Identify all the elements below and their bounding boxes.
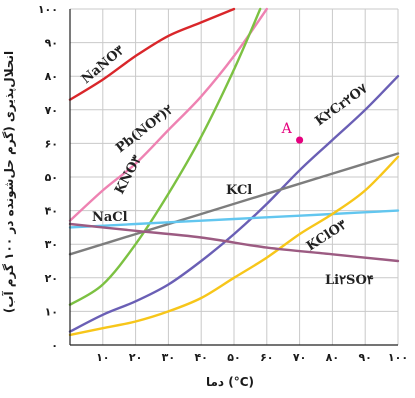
series-label-7: Li۲SO۴ <box>325 273 374 288</box>
x-tick-label: ۷۰ <box>293 351 306 364</box>
y-tick-label: ۳۰ <box>45 238 58 251</box>
x-tick-label: ۲۰ <box>129 351 142 364</box>
annotation-label: A <box>281 121 293 137</box>
y-tick-label: ۱۰۰ <box>38 3 58 16</box>
y-tick-label: ۶۰ <box>45 137 58 150</box>
y-tick-label: ۴۰ <box>45 205 58 218</box>
series-line-7 <box>68 222 400 263</box>
series-line-1 <box>68 7 268 222</box>
y-tick-label: ۸۰ <box>45 70 58 83</box>
series-line-4 <box>68 152 400 256</box>
y-tick-label: ۵۰ <box>45 171 58 184</box>
chart-axes <box>69 9 398 346</box>
x-tick-label: ۵۰ <box>227 351 240 364</box>
x-tick-label: ۳۰ <box>162 351 175 364</box>
x-tick-label: ۱۰ <box>96 351 109 364</box>
y-tick-label: ۲۰ <box>45 272 58 285</box>
x-axis-title: دما (°C) <box>206 375 254 389</box>
y-tick-label: ۰ <box>51 339 58 352</box>
series-label-6: KClO۳ <box>304 218 350 255</box>
series-line-5 <box>68 209 400 229</box>
series-line-0 <box>68 7 236 101</box>
chart-grid <box>70 8 399 345</box>
series-label-3: K۲Cr۲O۷ <box>313 81 372 129</box>
series-line-6 <box>68 155 400 337</box>
series-line-3 <box>68 75 400 333</box>
y-tick-label: ۱۰ <box>45 305 58 318</box>
series-label-4: KCl <box>226 183 252 198</box>
chart-curves <box>68 7 400 337</box>
x-tick-label: ۸۰ <box>326 351 339 364</box>
chart-annotations: A <box>281 121 304 144</box>
series-label-2: KNO۳ <box>112 153 145 197</box>
chart-tick-labels: ۰ ۱۰ ۲۰ ۳۰ ۴۰ ۵۰ ۶۰ ۷۰ ۸۰ ۹۰ ۱۰۰ ۱۰ ۲۰ ۳۰ ۴۰ ۵۰ ۶۰ ۷۰ ۸۰ ۹۰… <box>38 3 408 364</box>
x-tick-label: ۹۰ <box>358 351 371 364</box>
series-label-5: NaCl <box>92 210 128 225</box>
x-tick-label: ۶۰ <box>260 351 273 364</box>
annotation-point <box>296 136 304 144</box>
y-tick-label: ۷۰ <box>45 104 58 117</box>
y-axis-title: انحلال‌پذیری (گرم حل‌شونده در ۱۰۰ گرم آب… <box>1 51 17 313</box>
series-line-2 <box>68 7 262 306</box>
series-label-1: Pb(NO۳)۲ <box>113 102 176 156</box>
x-tick-label: ۴۰ <box>194 351 207 364</box>
y-tick-label: ۹۰ <box>45 37 58 50</box>
chart-series-labels: NaNO۳Pb(NO۳)۲KNO۳K۲Cr۲O۷KClNaClKClO۳Li۲S… <box>79 43 374 288</box>
x-tick-label: ۱۰۰ <box>388 351 408 364</box>
